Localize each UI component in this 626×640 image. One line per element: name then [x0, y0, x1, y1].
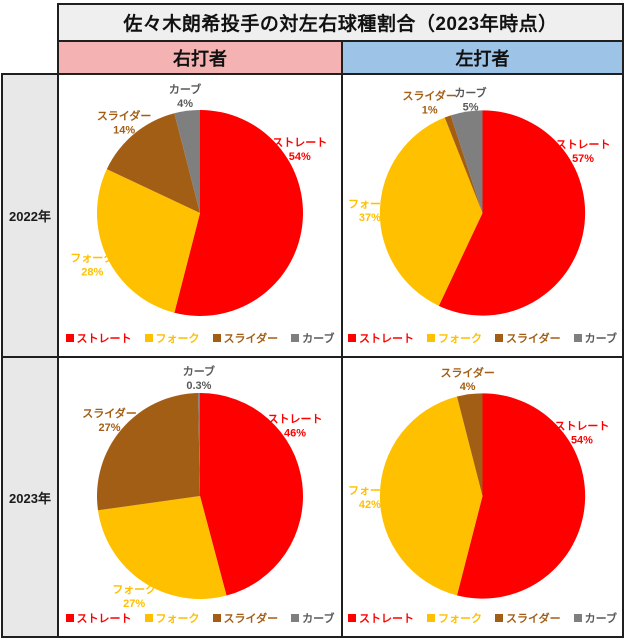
legend-label: カーブ — [302, 613, 335, 625]
legend-label: スライダー — [223, 333, 279, 345]
legend-label: スライダー — [506, 333, 561, 345]
legend-item: カーブ — [573, 330, 617, 346]
pie-slice — [456, 393, 483, 496]
pie-slice — [456, 393, 586, 599]
legend-label: スライダー — [223, 613, 279, 625]
legend-swatch — [65, 334, 74, 342]
chart-cell-2022-left: ストレート 57% フォーク 37% スライダー 1% カーブ 5% ストレート フォーク スライ… — [341, 73, 624, 358]
legend-swatch — [348, 614, 357, 622]
pie-data-label: カーブ 0.3% — [183, 364, 215, 392]
legend-item: フォーク — [427, 330, 482, 346]
pie-data-label: フォーク 27% — [112, 583, 156, 608]
pie-data-label: スライダー 1% — [403, 88, 457, 116]
pie-data-label: スライダー 4% — [440, 365, 494, 393]
legend-label: カーブ — [584, 613, 617, 625]
pie-data-label: スライダー 27% — [82, 406, 137, 434]
legend-item: スライダー — [495, 610, 561, 626]
legend-label: スライダー — [506, 613, 561, 625]
legend-label: ストレート — [359, 613, 415, 625]
pie-slice — [96, 169, 200, 313]
legend-swatch — [495, 334, 504, 342]
legend-swatch — [495, 614, 504, 622]
pie-data-label: カーブ 5% — [454, 85, 486, 113]
legend-swatch — [291, 614, 300, 622]
pie-slice — [97, 393, 200, 511]
legend-item: ストレート — [65, 610, 132, 626]
legend-swatch — [212, 334, 221, 342]
legend-item: ストレート — [348, 330, 414, 346]
legend-2022-left: ストレート フォーク スライダー カーブ — [348, 328, 617, 348]
legend-label: カーブ — [584, 333, 617, 345]
pie-data-label: ストレート 54% — [272, 136, 327, 163]
pie-slice — [379, 117, 483, 306]
legend-label: ストレート — [76, 613, 132, 625]
legend-swatch — [573, 614, 582, 622]
pie-data-label: カーブ 4% — [169, 82, 201, 110]
pie-slice — [174, 110, 304, 316]
pie-slice — [379, 396, 483, 596]
legend-2023-left: ストレート フォーク スライダー カーブ — [348, 608, 617, 628]
legend-item: スライダー — [212, 330, 279, 346]
pie-chart-2022-right-batters: ストレート 54% フォーク 28% スライダー 14% カーブ 4% — [70, 82, 327, 316]
legend-swatch — [291, 334, 300, 342]
legend-item: カーブ — [291, 610, 334, 626]
legend-item: ストレート — [65, 330, 132, 346]
legend-item: フォーク — [144, 330, 200, 346]
legend-item: フォーク — [427, 610, 482, 626]
legend-item: スライダー — [495, 330, 561, 346]
pie-slice — [98, 496, 227, 600]
pie-slice — [106, 113, 200, 213]
pie-chart-2023-left-batters: ストレート 54% フォーク 42% スライダー 4% — [348, 365, 610, 599]
legend-swatch — [573, 334, 582, 342]
pie-data-label: フォーク 37% — [348, 197, 392, 224]
pie-slice — [200, 393, 304, 596]
column-header-left-batters: 左打者 — [341, 40, 624, 75]
pie-slice — [198, 393, 200, 496]
legend-2023-right: ストレート フォーク スライダー カーブ — [65, 608, 334, 628]
pie-chart-2022-left-batters: ストレート 57% フォーク 37% スライダー 1%カーブ 5% — [348, 85, 611, 316]
legend-swatch — [348, 334, 357, 342]
pie-slice — [174, 110, 200, 213]
legend-label: フォーク — [155, 613, 200, 625]
legend-item: ストレート — [348, 610, 414, 626]
pie-data-label: フォーク 28% — [70, 252, 114, 279]
legend-swatch — [144, 334, 153, 342]
pie-slice — [450, 110, 483, 213]
pie-data-label: ストレート 46% — [268, 412, 323, 439]
chart-cell-2022-right: ストレート 54% フォーク 28% スライダー 14% カーブ 4% ストレート フォーク スラ… — [57, 73, 343, 358]
chart-cell-2023-left: ストレート 54% フォーク 42% スライダー 4% ストレート フォーク スライダー カーブ — [341, 356, 624, 638]
legend-swatch — [212, 614, 221, 622]
legend-item: スライダー — [212, 610, 279, 626]
legend-swatch — [65, 614, 74, 622]
row-header-2022: 2022年 — [1, 73, 59, 358]
pie-data-label: フォーク 42% — [348, 484, 392, 511]
legend-swatch — [427, 334, 436, 342]
legend-swatch — [144, 614, 153, 622]
pie-slice — [438, 110, 586, 316]
legend-item: フォーク — [144, 610, 200, 626]
legend-label: カーブ — [302, 333, 335, 345]
legend-label: フォーク — [155, 333, 200, 345]
legend-label: フォーク — [438, 333, 483, 345]
legend-item: カーブ — [573, 610, 617, 626]
pie-slice — [444, 115, 483, 213]
legend-label: フォーク — [438, 613, 483, 625]
pie-data-label: ストレート 54% — [555, 419, 610, 446]
page-title: 佐々木朗希投手の対左右球種割合（2023年時点） — [57, 3, 624, 42]
pie-data-label: ストレート 57% — [556, 138, 611, 165]
legend-label: ストレート — [76, 333, 132, 345]
legend-label: ストレート — [359, 333, 415, 345]
chart-cell-2023-right: ストレート 46% フォーク 27% スライダー 27% カーブ 0.3% ストレート フォーク… — [57, 356, 343, 638]
legend-2022-right: ストレート フォーク スライダー カーブ — [65, 328, 334, 348]
legend-swatch — [427, 614, 436, 622]
pie-chart-2023-right-batters: ストレート 46% フォーク 27% スライダー 27% カーブ 0.3% — [82, 364, 323, 608]
column-header-right-batters: 右打者 — [57, 40, 343, 75]
legend-item: カーブ — [291, 330, 334, 346]
row-header-2023: 2023年 — [1, 356, 59, 638]
pie-data-label: スライダー 14% — [97, 108, 152, 136]
